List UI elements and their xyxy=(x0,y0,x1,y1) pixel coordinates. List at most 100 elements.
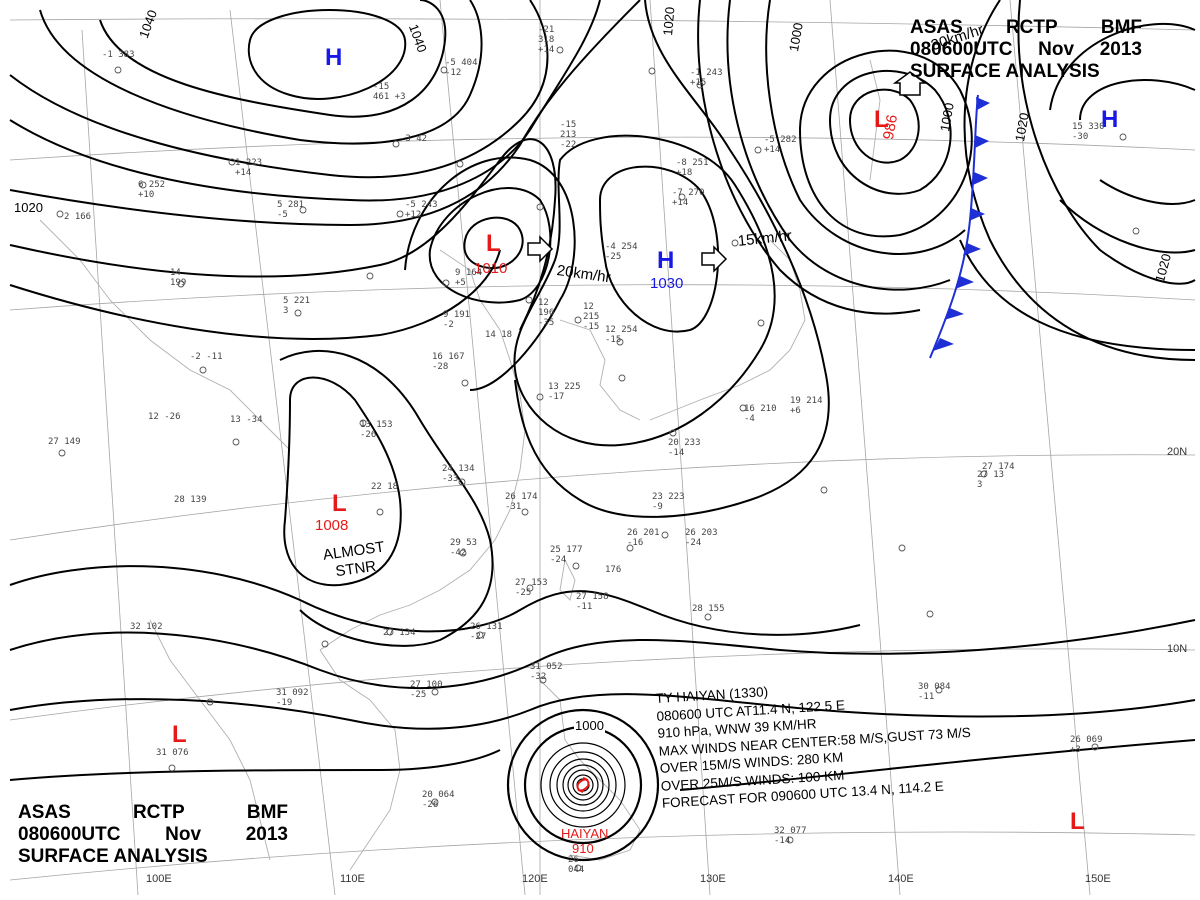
typhoon-isobar-3 xyxy=(540,742,626,828)
station-obs: 14 199 xyxy=(170,268,187,288)
isobar-south-2 xyxy=(9,619,1196,690)
coast-vietnam xyxy=(319,649,401,871)
low-southwest-symbol: L xyxy=(172,721,187,748)
isobar-south-4 xyxy=(9,749,501,781)
station-obs: 14 18 xyxy=(485,330,513,340)
typhoon-isobar-6 xyxy=(562,764,604,806)
isobar-ne-outer xyxy=(1017,0,1196,285)
station-obs: -3 42 xyxy=(400,134,428,144)
low-1010-value: 1010 xyxy=(474,260,508,277)
low-1010-symbol: L xyxy=(486,230,501,257)
station-obs: -5 243 +12 xyxy=(405,200,438,220)
lat-label-10n: 10N xyxy=(1167,643,1188,655)
isobar-west-7 xyxy=(9,138,557,331)
meridian-110e xyxy=(229,9,336,896)
typhoon-isobar-7 xyxy=(567,769,599,801)
header-top-year: 2013 xyxy=(1099,39,1142,60)
typhoon-name: HAIYAN xyxy=(561,826,609,841)
arrow-low-986 xyxy=(892,71,928,96)
typhoon-pressure: 910 xyxy=(572,841,594,856)
station-obs: -4 254 -25 xyxy=(605,242,638,262)
station-obs: -1 383 xyxy=(102,50,135,60)
station-obs: 12 196 -35 xyxy=(538,298,555,328)
station-obs: -21 318 +14 xyxy=(538,25,555,55)
isobar-label-1020-west: 1020 xyxy=(14,200,43,215)
coastlines xyxy=(39,59,881,871)
lat-label-20n: 20N xyxy=(1167,446,1188,458)
station-obs: 31 052 -32 xyxy=(530,662,563,682)
station-obs: 13 -34 xyxy=(230,415,263,425)
isobar-1040 xyxy=(39,0,483,145)
station-obs: 6 252 +10 xyxy=(138,180,166,200)
meridian-140e xyxy=(829,0,901,896)
parallel-30n xyxy=(9,284,1196,311)
isobar-ne-4 xyxy=(765,0,966,255)
station-obs: 27 158 -11 xyxy=(576,592,609,612)
coast-china xyxy=(319,249,526,651)
isobar-east-1 xyxy=(959,239,1196,351)
station-obs: 26 069 +3 xyxy=(1070,735,1103,755)
station-obs: 27 134 xyxy=(383,628,416,638)
isobar-south-1 xyxy=(9,565,861,636)
station-obs: 30 084 -11 xyxy=(918,682,951,702)
station-obs: 16 210 -4 xyxy=(744,404,777,424)
header-top: ASAS RCTP BMF 080600UTC Nov 2013 SURFACE ANA… xyxy=(910,17,1142,83)
station-obs: 29 53 -42 xyxy=(450,538,478,558)
high-1030-symbol: H xyxy=(657,247,675,274)
station-obs: 2 166 xyxy=(64,212,92,222)
station-obs: 25 177 -24 xyxy=(550,545,583,565)
station-obs: -8 251 +18 xyxy=(676,158,709,178)
lon-label-120e: 120E xyxy=(522,873,548,885)
isobar-n-4 xyxy=(9,0,549,179)
station-obs: 31 092 -19 xyxy=(276,688,309,708)
station-obs: 16 167 -28 xyxy=(432,352,465,372)
header-bottom-agency: ASAS xyxy=(18,802,71,823)
station-obs: 26 203 -24 xyxy=(685,528,718,548)
station-obs: 22 18 xyxy=(371,482,399,492)
lon-label-150e: 150E xyxy=(1085,873,1111,885)
isobar-ne-high-3 xyxy=(1059,199,1196,254)
isobar-south-5 xyxy=(679,739,1196,791)
station-obs: 12 -26 xyxy=(148,412,181,422)
isobar-low-1008-inner xyxy=(283,376,402,587)
typhoon-isobar-5 xyxy=(556,758,610,812)
station-obs: 26 174 -31 xyxy=(505,492,538,512)
station-obs: 28 155 xyxy=(692,604,725,614)
header-bottom-year: 2013 xyxy=(245,824,288,845)
header-bottom-month: Nov xyxy=(165,824,202,845)
station-obs: -7 270 +14 xyxy=(672,188,705,208)
station-obs: 32 102 xyxy=(130,622,163,632)
station-obs: -5 404 -12 xyxy=(445,58,478,78)
high-1030-value: 1030 xyxy=(650,275,684,292)
station-obs: 27 174 xyxy=(982,462,1015,472)
isobar-high-north-2 xyxy=(99,0,447,118)
station-obs: 32 077 -14 xyxy=(774,826,807,846)
station-obs: 27 149 xyxy=(48,437,81,447)
header-bottom-time: 080600UTC xyxy=(18,824,121,845)
isobar-high-north-inner xyxy=(247,9,407,100)
isobar-south-3 xyxy=(9,693,1196,730)
isobar-high-1030-inner xyxy=(598,165,720,333)
station-obs: 26 044 xyxy=(568,855,585,875)
station-obs: 20 233 -14 xyxy=(668,438,701,458)
coast-japan xyxy=(649,239,806,421)
isobar-ne-5 xyxy=(726,0,951,291)
coast-india-border xyxy=(39,219,291,451)
high-east-symbol: H xyxy=(1101,106,1119,133)
station-obs: 13 225 -17 xyxy=(548,382,581,402)
station-obs: 1 223 +14 xyxy=(235,158,263,178)
cold-front xyxy=(929,94,990,359)
header-top-station: RCTP xyxy=(1005,17,1058,38)
station-obs: 27 100 -25 xyxy=(410,680,443,700)
header-top-agency: ASAS xyxy=(910,17,963,38)
station-obs: 26 201 -16 xyxy=(627,528,660,548)
station-obs: 20 064 -26 xyxy=(422,790,455,810)
header-bottom-station: RCTP xyxy=(132,802,185,823)
arrow-high-1030 xyxy=(701,245,728,273)
isobar-label-1020-center: 1020 xyxy=(660,6,678,37)
station-obs: -2 -11 xyxy=(190,352,223,362)
isobar-low-1010-3 xyxy=(404,156,576,391)
isobar-1000-ne-1 xyxy=(848,88,920,164)
station-obs: 24 134 -33 xyxy=(442,464,475,484)
station-obs: 26 131 -27 xyxy=(470,622,503,642)
